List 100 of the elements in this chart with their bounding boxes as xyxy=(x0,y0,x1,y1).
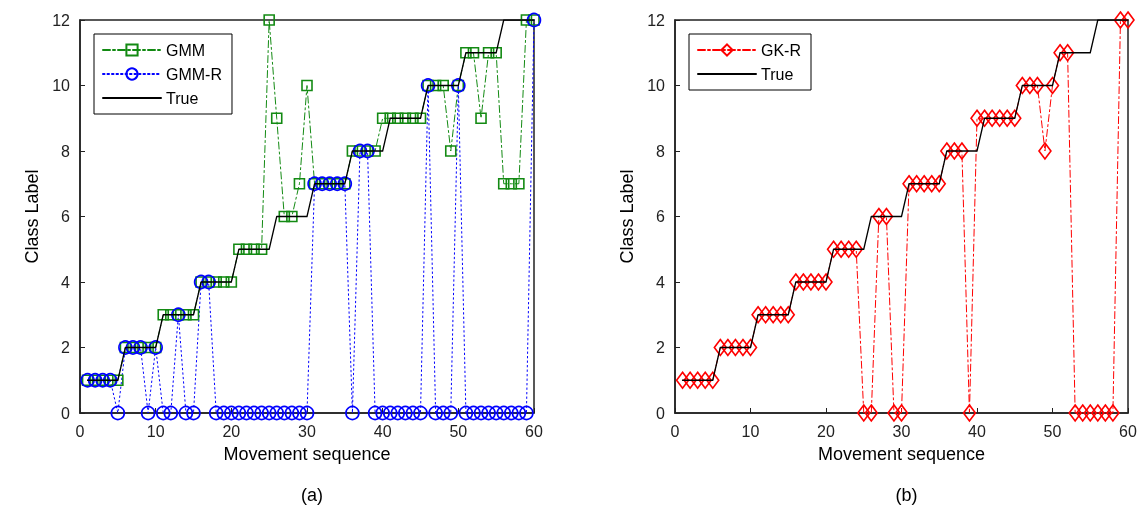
point xyxy=(140,405,156,421)
point xyxy=(849,240,863,259)
point xyxy=(375,405,390,421)
point xyxy=(428,405,443,421)
point xyxy=(286,210,298,223)
point xyxy=(1015,76,1030,95)
point xyxy=(924,174,939,193)
point xyxy=(488,405,504,421)
point xyxy=(277,405,292,421)
point xyxy=(382,405,398,421)
point xyxy=(392,112,404,125)
point xyxy=(796,273,811,291)
point xyxy=(1083,404,1098,422)
point xyxy=(398,405,413,421)
point xyxy=(856,404,871,422)
point xyxy=(429,79,442,92)
point xyxy=(955,142,969,160)
point xyxy=(407,112,419,125)
point xyxy=(947,142,962,160)
point xyxy=(496,405,512,421)
point xyxy=(872,207,886,226)
point xyxy=(405,405,421,421)
y-tick-label: 0 xyxy=(656,404,666,422)
point xyxy=(157,308,170,321)
x-tick-label: 60 xyxy=(1119,422,1137,440)
y-tick-label: 12 xyxy=(52,11,71,29)
point xyxy=(443,405,459,421)
point xyxy=(1106,404,1120,422)
x-axis-title: Movement sequence xyxy=(223,444,391,464)
x-tick-label: 30 xyxy=(298,422,316,440)
point xyxy=(240,243,253,256)
point xyxy=(894,404,909,422)
point xyxy=(1007,109,1022,128)
point xyxy=(248,243,260,256)
x-tick-label: 20 xyxy=(222,422,241,440)
point xyxy=(225,276,238,288)
x-tick-label: 40 xyxy=(968,422,986,440)
point xyxy=(713,338,728,357)
x-tick-label: 10 xyxy=(146,422,165,440)
y-axis-title: Class Label xyxy=(22,169,43,264)
text: (a) xyxy=(301,485,323,505)
point xyxy=(255,243,268,256)
point xyxy=(292,405,307,421)
point xyxy=(346,145,359,157)
y-tick-label: 10 xyxy=(52,77,71,94)
legend-label: GMM-R xyxy=(166,65,222,83)
point xyxy=(155,405,171,421)
point xyxy=(270,112,283,125)
point xyxy=(504,405,519,421)
point xyxy=(284,405,300,421)
point xyxy=(736,338,750,357)
y-tick-label: 10 xyxy=(647,77,666,94)
point xyxy=(399,112,412,125)
y-tick-label: 6 xyxy=(656,208,666,225)
point xyxy=(231,405,247,421)
point xyxy=(1091,404,1105,422)
point xyxy=(841,240,856,259)
point xyxy=(909,174,924,193)
x-axis-title: Movement sequence xyxy=(817,444,986,464)
point xyxy=(263,14,275,26)
point xyxy=(112,374,124,387)
point xyxy=(490,46,502,59)
point xyxy=(781,305,796,324)
x-tick-label: 20 xyxy=(817,422,835,440)
point xyxy=(293,177,306,190)
point xyxy=(773,305,788,324)
point xyxy=(110,405,126,421)
legend-label: True xyxy=(761,65,794,83)
point xyxy=(278,210,291,223)
x-tick-label: 30 xyxy=(892,422,911,440)
point xyxy=(698,371,712,390)
point xyxy=(826,240,841,259)
point xyxy=(675,371,690,390)
point xyxy=(804,273,818,291)
y-tick-label: 2 xyxy=(656,339,666,356)
point xyxy=(751,305,765,324)
point xyxy=(766,305,780,324)
y-axis-title: Class Label xyxy=(617,169,638,264)
y-tick-label: 4 xyxy=(61,273,71,291)
point xyxy=(758,305,773,324)
x-tick-label: 60 xyxy=(525,422,543,440)
point xyxy=(246,405,262,421)
point xyxy=(482,46,495,59)
point xyxy=(743,338,758,357)
point xyxy=(187,308,200,321)
point xyxy=(879,207,894,226)
point xyxy=(985,109,999,128)
point xyxy=(932,174,947,193)
point xyxy=(473,405,489,421)
point xyxy=(261,405,277,421)
point xyxy=(819,273,833,291)
point xyxy=(414,112,427,125)
point xyxy=(475,112,487,125)
point xyxy=(864,404,879,422)
y-tick-label: 0 xyxy=(61,404,71,422)
y-tick-label: 2 xyxy=(61,339,71,356)
legend-label: GK-R xyxy=(761,41,801,59)
x-tick-label: 0 xyxy=(670,422,680,440)
point xyxy=(369,145,381,157)
point xyxy=(497,177,510,190)
